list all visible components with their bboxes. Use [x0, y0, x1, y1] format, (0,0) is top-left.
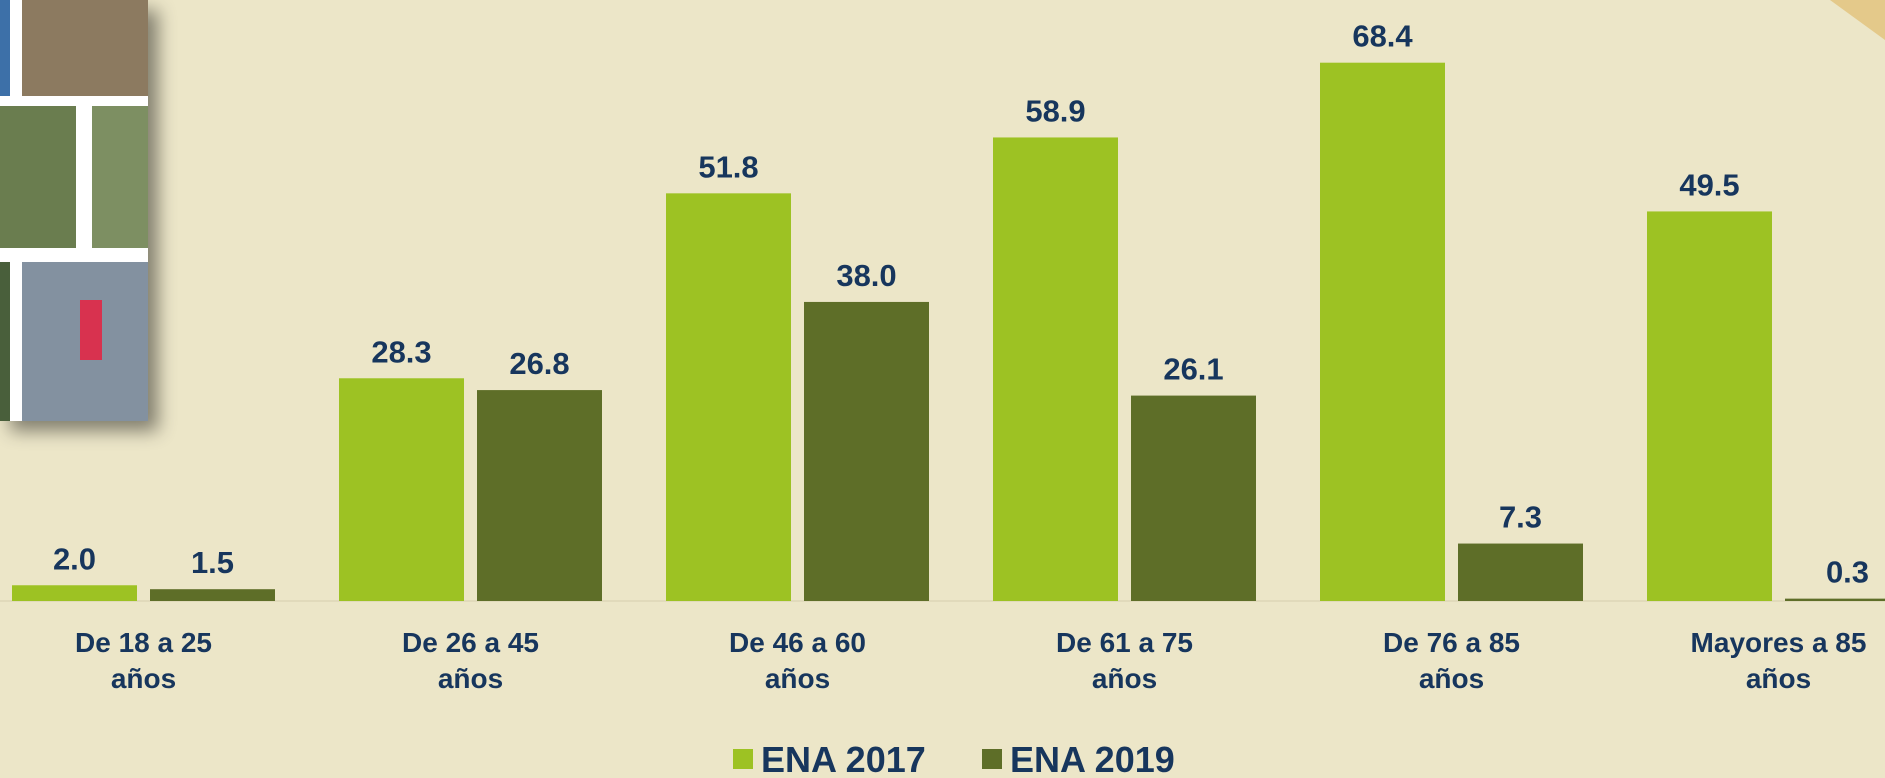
- bar: [1647, 211, 1772, 601]
- bar: [1131, 395, 1256, 601]
- x-tick-label: De 76 a 85 años: [1383, 627, 1520, 694]
- bar: [804, 301, 929, 601]
- data-label: 68.4: [1352, 19, 1413, 54]
- data-label: 0.3: [1826, 555, 1869, 590]
- photo-collage: [0, 0, 148, 421]
- data-label: 28.3: [371, 334, 431, 369]
- data-label: 26.8: [509, 346, 569, 381]
- data-label: 38.0: [836, 258, 896, 293]
- data-label: 58.9: [1025, 93, 1085, 128]
- bar: [993, 137, 1118, 601]
- data-label: 1.5: [191, 545, 234, 580]
- data-label: 49.5: [1679, 167, 1739, 202]
- bar: [1458, 543, 1583, 601]
- bar: [12, 585, 137, 601]
- x-tick-label: De 18 a 25 años: [75, 627, 212, 694]
- bar: [339, 378, 464, 601]
- x-tick-label: De 46 a 60 años: [729, 627, 866, 694]
- bar: [666, 193, 791, 602]
- data-label: 26.1: [1163, 352, 1223, 387]
- bar: [1785, 598, 1885, 601]
- data-label: 2.0: [53, 541, 96, 576]
- bar: [477, 390, 602, 601]
- legend-label: ENA 2017: [761, 739, 926, 778]
- x-tick-label: Mayores a 85 años: [1691, 627, 1867, 694]
- legend-swatch: [733, 749, 753, 769]
- decoration: [1830, 0, 1885, 40]
- x-tick-label: De 26 a 45 años: [402, 627, 539, 694]
- bar: [1320, 62, 1445, 601]
- legend-swatch: [982, 749, 1002, 769]
- data-label: 51.8: [698, 149, 758, 184]
- x-tick-label: De 61 a 75 años: [1056, 627, 1193, 694]
- data-label: 7.3: [1499, 500, 1542, 535]
- bar: [150, 589, 275, 601]
- legend-label: ENA 2019: [1010, 739, 1175, 778]
